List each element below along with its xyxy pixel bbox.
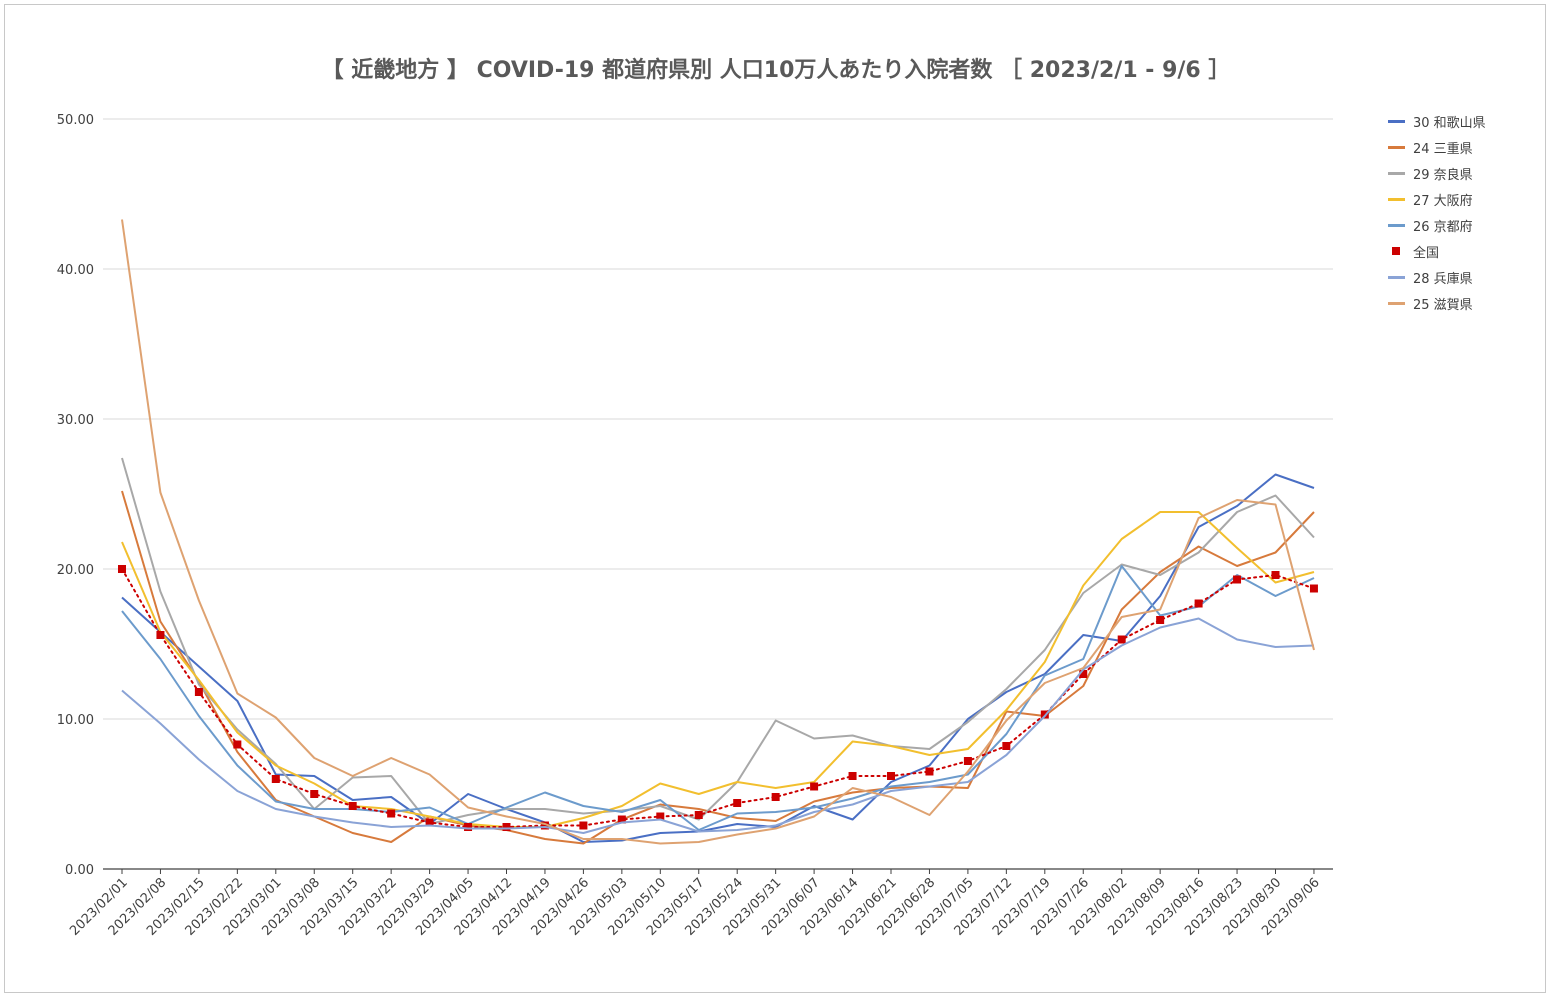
data-point-national	[925, 767, 934, 776]
data-point-national	[1156, 616, 1165, 624]
legend-swatch	[1388, 198, 1405, 202]
data-point-national	[617, 815, 626, 824]
series-line	[121, 473, 1315, 843]
legend-label: 24 三重県	[1413, 142, 1473, 158]
series-line	[121, 565, 1315, 831]
data-point-national	[1233, 575, 1242, 584]
legend-swatch	[1388, 275, 1405, 279]
chart-title: 【 近畿地方 】 COVID-19 都道府県別 人口10万人あたり入院者数 ［ …	[321, 58, 1231, 83]
data-point-national	[771, 793, 780, 801]
legend-item: 24 三重県	[1388, 135, 1486, 161]
data-point-national	[194, 688, 203, 696]
legend-item: 29 奈良県	[1388, 161, 1486, 187]
data-point-national	[579, 821, 588, 830]
legend-item: 27 大阪府	[1388, 187, 1486, 213]
legend-label: 30 和歌山県	[1413, 116, 1486, 132]
data-point-national	[310, 790, 319, 798]
series-line	[121, 457, 1315, 825]
data-point-national	[694, 811, 703, 819]
data-point-national	[1117, 635, 1126, 644]
legend-swatch	[1388, 301, 1405, 305]
data-point-national	[848, 772, 857, 780]
data-point-national	[1271, 571, 1280, 579]
legend-label: 25 滋賀県	[1413, 297, 1473, 313]
gridlines	[103, 118, 1333, 870]
data-point-national	[540, 821, 549, 830]
y-tick-label: 10.00	[57, 713, 94, 728]
series-line	[121, 490, 1315, 845]
legend-item: 26 京都府	[1388, 213, 1486, 239]
legend-swatch	[1388, 120, 1405, 124]
y-tick-label: 40.00	[57, 263, 94, 278]
series-line	[121, 617, 1315, 834]
data-point-national	[502, 823, 511, 831]
legend-swatch	[1388, 172, 1405, 176]
data-point-national	[1309, 584, 1318, 593]
legend: 30 和歌山県 24 三重県 29 奈良県 27 大阪府 26 京都府 全国 28 兵庫県 2…	[1388, 109, 1486, 316]
legend-item: 30 和歌山県	[1388, 109, 1486, 135]
data-point-national	[887, 772, 895, 780]
legend-item: 28 兵庫県	[1388, 264, 1486, 290]
legend-swatch	[1392, 247, 1400, 256]
series-line	[121, 219, 1315, 845]
data-point-national	[963, 757, 972, 765]
series-line-national	[121, 568, 1315, 828]
y-tick-label: 0.00	[65, 863, 94, 878]
data-point-national	[733, 799, 742, 807]
legend-label: 全国	[1413, 245, 1440, 261]
y-axis-ticks: 0.00 10.00 20.00 30.00 40.00 50.00	[57, 113, 94, 878]
data-point-national	[348, 802, 357, 810]
y-tick-label: 20.00	[57, 563, 94, 578]
data-point-national	[156, 631, 165, 639]
data-point-national	[425, 818, 434, 827]
data-point-national	[1079, 670, 1088, 678]
data-point-national	[1002, 742, 1011, 750]
legend-label: 28 兵庫県	[1413, 271, 1473, 287]
legend-label: 26 京都府	[1413, 220, 1473, 235]
data-point-national	[656, 812, 665, 821]
data-point-national	[387, 809, 396, 818]
legend-item: 全国	[1388, 238, 1486, 264]
series-line	[121, 511, 1315, 828]
data-point-national	[233, 740, 242, 749]
y-tick-label: 30.00	[57, 413, 94, 428]
legend-label: 29 奈良県	[1413, 168, 1473, 184]
series-lines	[118, 219, 1318, 845]
legend-swatch	[1388, 224, 1405, 227]
y-tick-label: 50.00	[57, 113, 94, 128]
legend-label: 27 大阪府	[1413, 194, 1473, 210]
data-point-national	[1194, 599, 1203, 608]
data-point-national	[464, 823, 473, 831]
data-point-national	[118, 565, 126, 573]
data-point-national	[271, 775, 280, 783]
data-point-national	[810, 782, 819, 791]
legend-item: 25 滋賀県	[1388, 290, 1486, 316]
legend-swatch	[1388, 146, 1405, 150]
x-axis-ticks: 2023/02/012023/02/082023/02/152023/02/22…	[67, 869, 1323, 939]
